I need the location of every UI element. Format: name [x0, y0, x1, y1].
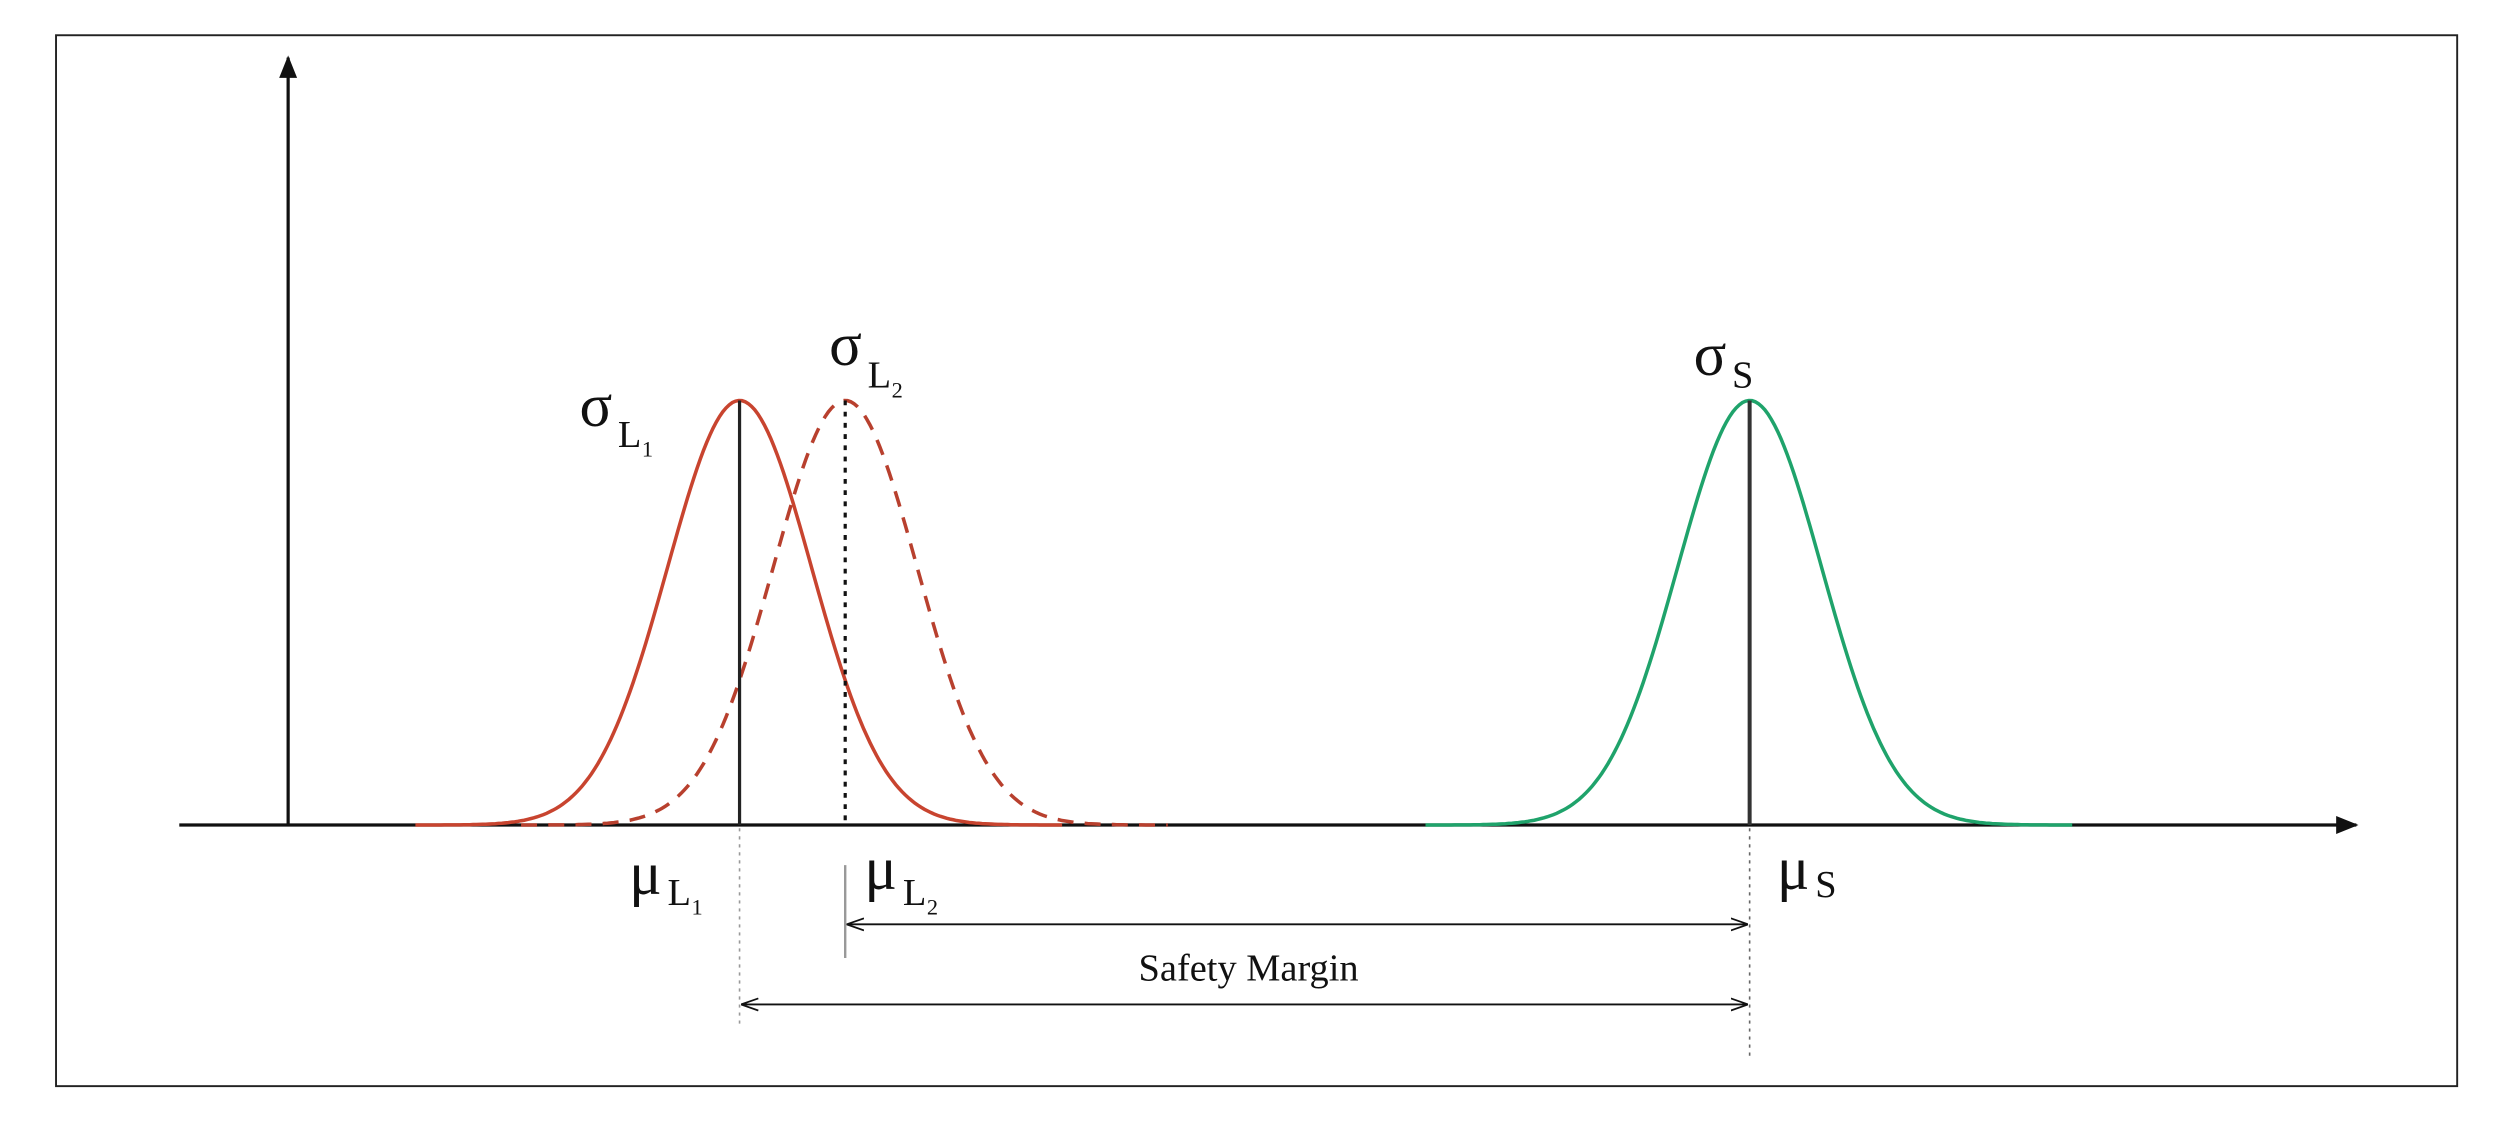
subscript: L: [618, 414, 641, 456]
subscript: L: [868, 355, 891, 397]
subscript: S: [1732, 355, 1753, 397]
symbol: μ: [629, 841, 662, 908]
symbol: σ: [1694, 322, 1727, 389]
symbol: σ: [829, 312, 862, 379]
caption: Safety Margin: [1139, 947, 1359, 989]
subscript: L: [903, 872, 926, 914]
index: 2: [927, 895, 938, 920]
index: 2: [892, 377, 903, 402]
subscript: L: [668, 872, 691, 914]
index: 1: [642, 437, 653, 462]
index: 1: [692, 895, 703, 920]
subscript: S: [1815, 864, 1836, 906]
symbol: μ: [864, 836, 897, 903]
symbol: μ: [1777, 836, 1810, 903]
symbol: σ: [579, 373, 612, 440]
frame: [55, 34, 2459, 1088]
curves: [415, 398, 2073, 827]
